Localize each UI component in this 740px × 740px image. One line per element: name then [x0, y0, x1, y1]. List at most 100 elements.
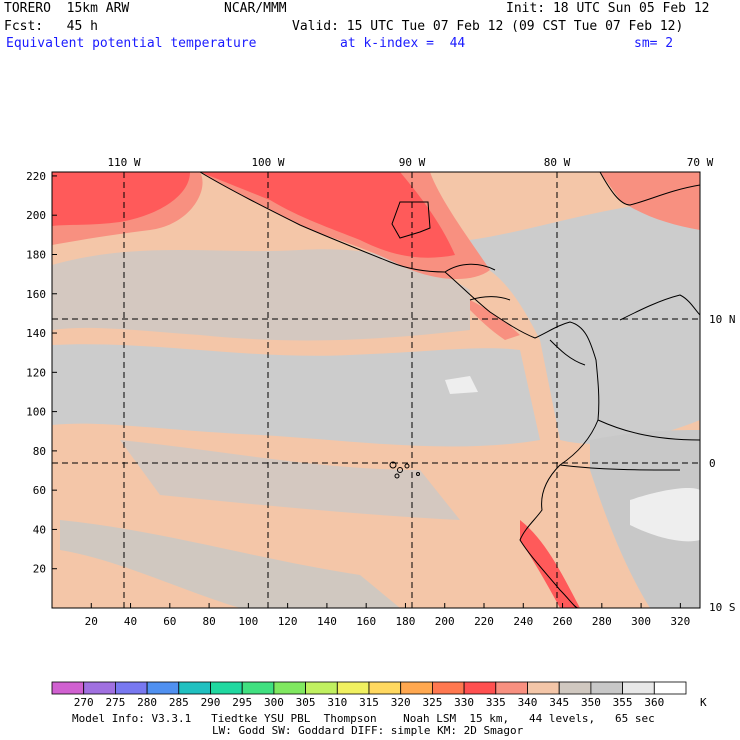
y-tick-label: 120 [26, 366, 46, 379]
colorbar-level: 320 [391, 696, 411, 709]
x-tick-label: 260 [553, 615, 573, 628]
lat-label: 10 S [709, 601, 736, 614]
colorbar-level: 295 [232, 696, 252, 709]
model-title: TORERO 15km ARW [4, 1, 130, 16]
colorbar-swatch [368, 681, 402, 695]
lon-label: 80 W [544, 156, 571, 169]
colorbar-level: 305 [296, 696, 316, 709]
colorbar-level: 270 [74, 696, 94, 709]
lon-label: 110 W [107, 156, 140, 169]
colorbar-swatch [115, 681, 148, 695]
colorbar-swatch [431, 681, 465, 695]
x-tick-label: 180 [396, 615, 416, 628]
colorbar-level: 345 [549, 696, 569, 709]
y-tick-label: 180 [26, 248, 46, 261]
x-tick-label: 80 [202, 615, 215, 628]
level-label: at k-index = 44 [340, 36, 466, 51]
colorbar-level: 290 [201, 696, 221, 709]
colorbar-swatch [210, 681, 243, 695]
y-axis: 20 40 60 80 100 120 140 160 180 200 220 [26, 170, 57, 576]
field-band [52, 249, 470, 341]
y-tick-label: 60 [33, 484, 46, 497]
coastline [619, 294, 700, 321]
y-tick-label: 20 [33, 563, 46, 576]
colorbar-swatch [241, 681, 275, 695]
colorbar-level: 315 [359, 696, 379, 709]
coastline [199, 172, 600, 608]
x-tick-label: 20 [85, 615, 98, 628]
y-tick-label: 160 [26, 288, 46, 301]
colorbar-swatch [146, 681, 180, 695]
colorbar-swatch [51, 681, 85, 695]
init-time: Init: 18 UTC Sun 05 Feb 12 [506, 1, 710, 16]
colorbar-level: 310 [327, 696, 347, 709]
field-warm [470, 300, 520, 340]
coastline [599, 172, 700, 206]
colorbar-swatch [527, 681, 560, 695]
lat-label: 0 [709, 457, 716, 470]
field-name: Equivalent potential temperature [6, 36, 257, 51]
colorbar-level: 280 [137, 696, 157, 709]
org-label: NCAR/MMM [224, 1, 287, 16]
lon-label: 90 W [399, 156, 426, 169]
country-border [444, 263, 700, 471]
colorbar-swatch [400, 681, 433, 695]
lon-label: 100 W [251, 156, 284, 169]
colorbar: 270 275 280 285 290 295 300 305 310 315 320 325 330 3… [51, 681, 707, 709]
x-tick-label: 100 [238, 615, 258, 628]
smoothing-label: sm= 2 [634, 36, 674, 51]
x-tick-label: 60 [163, 615, 176, 628]
colorbar-swatch [590, 681, 624, 695]
field-warm [200, 172, 455, 258]
graticule [52, 172, 700, 608]
y-tick-label: 140 [26, 327, 46, 340]
colorbar-swatch [305, 681, 338, 695]
theta-e-map: 110 W 100 W 90 W 80 W 70 W 10 N 0 10 S 2… [26, 156, 736, 628]
y-tick-label: 80 [33, 445, 46, 458]
field-warm [52, 172, 190, 226]
x-axis: 20 40 60 80 100 120 140 160 180 200 220 240 260 280 30… [85, 603, 690, 628]
colorbar-swatch [178, 681, 211, 695]
colorbar-level: 275 [105, 696, 125, 709]
y-tick-label: 100 [26, 406, 46, 419]
colorbar-swatch [273, 681, 306, 695]
colorbar-swatch [336, 681, 370, 695]
lon-label: 70 W [687, 156, 714, 169]
colorbar-level: 340 [518, 696, 538, 709]
lat-label: 10 N [709, 313, 736, 326]
colorbar-level: 325 [422, 696, 442, 709]
field-warm [600, 172, 700, 230]
colorbar-level: 355 [613, 696, 633, 709]
galapagos-islands [389, 461, 420, 479]
x-tick-label: 40 [124, 615, 137, 628]
x-tick-label: 320 [670, 615, 690, 628]
colorbar-level: 350 [581, 696, 601, 709]
x-tick-label: 120 [278, 615, 298, 628]
colorbar-swatch [83, 681, 116, 695]
x-tick-label: 300 [631, 615, 651, 628]
model-info: Model Info: V3.3.1 Tiedtke YSU PBL Thomp… [72, 712, 655, 725]
colorbar-swatch [558, 681, 592, 695]
field-band [52, 344, 540, 447]
y-tick-label: 40 [33, 523, 46, 536]
x-tick-label: 280 [592, 615, 612, 628]
colorbar-swatch [622, 681, 655, 695]
y-tick-label: 220 [26, 170, 46, 183]
x-tick-label: 140 [317, 615, 337, 628]
map-frame [51, 171, 701, 609]
colorbar-level: 360 [644, 696, 664, 709]
field-band [630, 488, 700, 542]
x-tick-label: 200 [435, 615, 455, 628]
x-tick-label: 220 [474, 615, 494, 628]
x-tick-label: 160 [356, 615, 376, 628]
field-band [60, 520, 400, 608]
country-border [391, 201, 431, 239]
y-tick-label: 200 [26, 209, 46, 222]
forecast-hour: Fcst: 45 h [4, 19, 98, 34]
colorbar-swatch [463, 681, 497, 695]
physics-info: LW: Godd SW: Goddard DIFF: simple KM: 2D… [212, 724, 524, 737]
colorbar-swatch [495, 681, 528, 695]
colorbar-level: 335 [486, 696, 506, 709]
field-band [445, 376, 478, 394]
field-band [470, 200, 700, 444]
